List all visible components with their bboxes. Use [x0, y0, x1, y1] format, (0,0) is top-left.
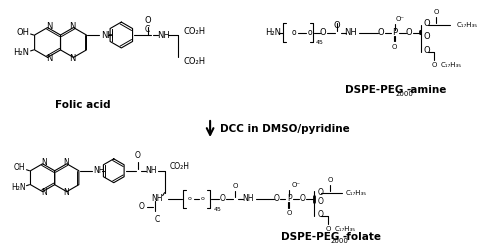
Text: O: O: [424, 32, 430, 41]
Text: O: O: [334, 21, 340, 29]
Text: o: o: [188, 196, 192, 201]
Text: O⁻: O⁻: [292, 182, 300, 188]
Text: o: o: [308, 28, 312, 37]
Text: C: C: [144, 25, 150, 34]
Text: OH: OH: [14, 163, 26, 172]
Text: C: C: [155, 214, 160, 224]
Text: NH: NH: [157, 30, 170, 40]
Text: O: O: [317, 188, 323, 197]
Text: O: O: [317, 197, 323, 206]
Text: -folate: -folate: [342, 232, 381, 242]
Text: O: O: [139, 202, 144, 211]
Text: NH: NH: [151, 194, 162, 203]
Text: N: N: [46, 22, 52, 31]
Text: -amine: -amine: [406, 85, 447, 95]
Text: H₂N: H₂N: [265, 28, 281, 37]
Text: C₁₇H₃₅: C₁₇H₃₅: [456, 22, 477, 27]
Text: OH: OH: [16, 27, 30, 37]
Text: O: O: [134, 151, 140, 160]
Text: N: N: [63, 188, 68, 197]
Text: 45: 45: [316, 41, 324, 45]
Text: NH: NH: [93, 166, 104, 175]
Text: O: O: [300, 194, 305, 203]
Text: N: N: [70, 54, 75, 63]
Text: o: o: [200, 196, 204, 201]
Text: O: O: [378, 28, 384, 37]
Text: N: N: [46, 54, 52, 63]
Text: O: O: [145, 16, 152, 25]
Text: DSPE-PEG: DSPE-PEG: [280, 232, 339, 242]
Text: O⁻: O⁻: [396, 16, 404, 22]
Text: Folic acid: Folic acid: [54, 100, 110, 110]
Text: O: O: [286, 209, 292, 215]
Text: O: O: [320, 28, 326, 37]
Text: o: o: [292, 28, 296, 37]
Text: N: N: [42, 158, 48, 167]
Text: O: O: [326, 227, 331, 232]
Text: DSPE-PEG: DSPE-PEG: [346, 85, 404, 95]
Text: 2000: 2000: [331, 238, 348, 244]
Text: O: O: [432, 62, 437, 68]
Text: NH: NH: [344, 28, 357, 37]
Text: O: O: [328, 177, 333, 183]
Text: O: O: [424, 19, 430, 28]
Text: O: O: [232, 183, 238, 189]
Text: O: O: [392, 44, 398, 50]
Text: NH: NH: [145, 166, 156, 175]
Text: H₂N: H₂N: [14, 48, 30, 57]
Text: N: N: [70, 22, 75, 31]
Text: C₁₇H₃₅: C₁₇H₃₅: [334, 227, 355, 232]
Text: O: O: [405, 28, 412, 37]
Text: C₁₇H₃₅: C₁₇H₃₅: [346, 190, 367, 196]
Text: C₁₇H₃₅: C₁₇H₃₅: [440, 62, 462, 68]
Text: CO₂H: CO₂H: [183, 26, 206, 36]
Text: P: P: [392, 28, 397, 37]
Text: CO₂H: CO₂H: [183, 57, 206, 66]
Text: N: N: [42, 188, 48, 197]
Text: P: P: [287, 194, 292, 203]
Text: NH: NH: [101, 30, 114, 40]
Text: O: O: [274, 194, 279, 203]
Text: 2000: 2000: [396, 91, 413, 97]
Text: O: O: [434, 9, 439, 15]
Text: 45: 45: [214, 207, 222, 211]
Text: H₂N: H₂N: [11, 183, 26, 192]
Text: N: N: [63, 158, 68, 167]
Text: DCC in DMSO/pyridine: DCC in DMSO/pyridine: [220, 124, 350, 134]
Text: O: O: [220, 194, 226, 203]
Text: NH: NH: [242, 194, 254, 203]
Text: O: O: [424, 46, 430, 55]
Text: CO₂H: CO₂H: [170, 162, 190, 171]
Text: O: O: [317, 210, 323, 219]
